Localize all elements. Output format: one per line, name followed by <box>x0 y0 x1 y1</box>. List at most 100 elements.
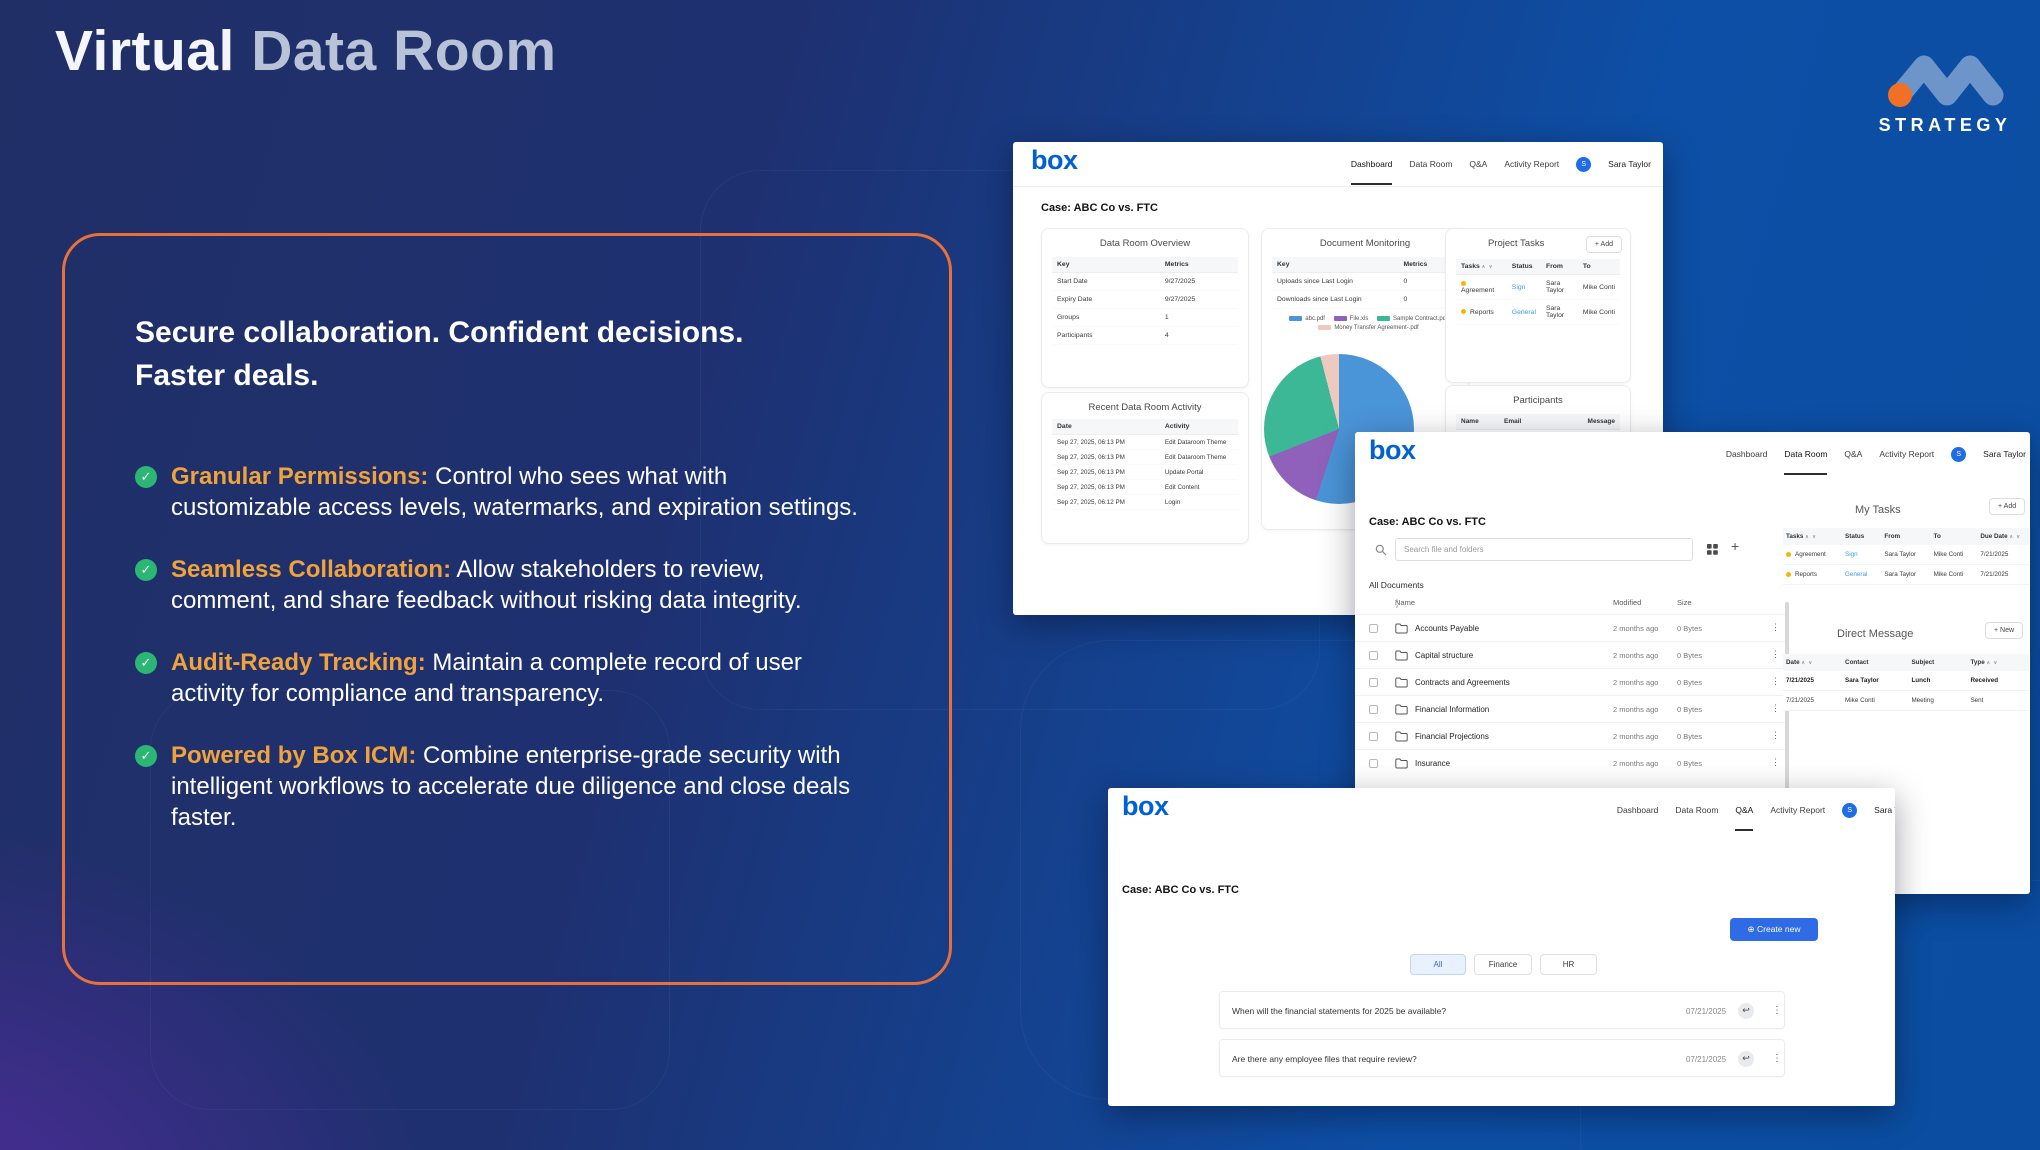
tab-qa[interactable]: Q&A <box>1844 449 1863 459</box>
tab-activity-report[interactable]: Activity Report <box>1879 449 1935 459</box>
file-row[interactable]: Financial Information 2 months ago 0 Byt… <box>1355 695 1789 722</box>
status-link[interactable]: General <box>1511 308 1536 316</box>
kebab-icon[interactable]: ⋮ <box>1771 649 1780 659</box>
status-link[interactable]: General <box>1845 571 1868 578</box>
status-link[interactable]: Sign <box>1511 283 1526 291</box>
col-header: Email <box>1504 418 1522 425</box>
heading-line-2: Faster deals. <box>135 359 319 392</box>
tab-qa[interactable]: Q&A <box>1469 159 1488 169</box>
sort-icon[interactable]: ∧ ∨ <box>1481 264 1494 270</box>
kebab-icon[interactable]: ⋮ <box>1772 1053 1782 1064</box>
app-nav: Dashboard Data Room Q&A Activity Report … <box>1617 788 1895 832</box>
reply-icon[interactable]: ↩ <box>1738 1003 1754 1019</box>
filter-all[interactable]: All <box>1410 954 1466 975</box>
file-name[interactable]: Contracts and Agreements <box>1415 678 1510 687</box>
case-title: Case: ABC Co vs. FTC <box>1041 202 1158 214</box>
kebab-icon[interactable]: ⋮ <box>1771 730 1780 740</box>
col-header: Subject <box>1908 654 1968 671</box>
bullet-item: ✓ Seamless Collaboration: Allow stakehol… <box>135 554 875 616</box>
question-date: 07/21/2025 <box>1686 1055 1727 1064</box>
avatar[interactable]: S <box>1951 446 1967 462</box>
reply-icon[interactable]: ↩ <box>1738 1051 1754 1067</box>
row-checkbox[interactable] <box>1369 624 1378 633</box>
row-checkbox[interactable] <box>1369 732 1378 741</box>
bullet-item: ✓ Granular Permissions: Control who sees… <box>135 461 875 523</box>
row-checkbox[interactable] <box>1369 759 1378 768</box>
recent-activity-panel: Recent Data Room Activity Date Activity … <box>1041 392 1249 544</box>
header-divider <box>1013 186 1663 187</box>
new-message-button[interactable]: + New <box>1985 622 2024 639</box>
sort-icon[interactable]: ∧ ∨ <box>1805 534 1817 540</box>
kebab-icon[interactable]: ⋮ <box>1771 676 1780 686</box>
message-row[interactable]: 7/21/2025 Mike Conti Meeting Sent <box>1783 690 2029 711</box>
question-row[interactable]: When will the financial statements for 2… <box>1219 991 1785 1029</box>
file-row[interactable]: Accounts Payable 2 months ago 0 Bytes ⋮ <box>1355 614 1789 641</box>
file-row[interactable]: Insurance 2 months ago 0 Bytes ⋮ <box>1355 749 1789 776</box>
filter-hr[interactable]: HR <box>1540 954 1597 975</box>
col-header: Key <box>1272 257 1399 273</box>
file-name[interactable]: Accounts Payable <box>1415 624 1480 633</box>
search-icon <box>1375 544 1387 556</box>
my-tasks-table: Tasks ∧ ∨ Status From To Due Date ∧ ∨ Ag… <box>1783 528 2029 585</box>
strategy-logo: STRATEGY <box>1878 50 2012 136</box>
row-checkbox[interactable] <box>1369 651 1378 660</box>
kebab-icon[interactable]: ⋮ <box>1771 757 1780 767</box>
task-row: Agreement Sign Sara Taylor Mike Conti 7/… <box>1783 545 2029 565</box>
panel-title: Participants <box>1513 395 1563 406</box>
avatar[interactable]: S <box>1842 802 1858 818</box>
create-new-button[interactable]: ⊕ Create new <box>1730 918 1818 941</box>
legend-swatch <box>1318 325 1332 330</box>
sort-icon[interactable]: ∧ ∨ <box>1395 598 1400 610</box>
avatar[interactable]: S <box>1576 156 1592 172</box>
tab-dashboard[interactable]: Dashboard <box>1350 143 1393 185</box>
col-header: Date <box>1052 419 1160 435</box>
direct-message-title: Direct Message <box>1837 628 1914 640</box>
sort-icon[interactable]: ∧ ∨ <box>1801 660 1814 666</box>
grid-view-icon[interactable] <box>1707 544 1718 555</box>
tab-dashboard[interactable]: Dashboard <box>1616 805 1659 815</box>
panel-title: Data Room Overview <box>1099 238 1191 249</box>
add-task-button[interactable]: + Add <box>1989 498 2026 515</box>
bullet-label: Audit-Ready Tracking: <box>171 649 426 676</box>
filter-finance[interactable]: Finance <box>1474 954 1532 975</box>
legend-swatch <box>1333 316 1347 321</box>
col-header: Name <box>1461 418 1479 425</box>
tab-qa[interactable]: Q&A <box>1735 789 1754 831</box>
file-name[interactable]: Financial Information <box>1415 705 1490 714</box>
tab-activity-report[interactable]: Activity Report <box>1770 805 1826 815</box>
row-checkbox[interactable] <box>1369 705 1378 714</box>
tab-data-room[interactable]: Data Room <box>1675 805 1719 815</box>
kebab-icon[interactable]: ⋮ <box>1771 622 1780 632</box>
box-logo: box <box>1369 435 1416 465</box>
search-input[interactable] <box>1395 538 1693 561</box>
tab-data-room[interactable]: Data Room <box>1784 433 1828 475</box>
status-link[interactable]: Sign <box>1845 551 1858 558</box>
file-name[interactable]: Financial Projections <box>1415 732 1489 741</box>
file-name[interactable]: Insurance <box>1415 759 1451 768</box>
tab-activity-report[interactable]: Activity Report <box>1504 159 1560 169</box>
kebab-icon[interactable]: ⋮ <box>1772 1005 1782 1016</box>
add-task-button[interactable]: + Add <box>1585 236 1622 253</box>
message-row[interactable]: 7/21/2025 Sara Taylor Lunch Received <box>1783 671 2029 691</box>
sort-icon[interactable]: ∧ ∨ <box>2009 534 2022 540</box>
question-row[interactable]: Are there any employee files that requir… <box>1219 1039 1785 1077</box>
file-row[interactable]: Capital structure 2 months ago 0 Bytes ⋮ <box>1355 641 1789 668</box>
file-row[interactable]: Financial Projections 2 months ago 0 Byt… <box>1355 722 1789 749</box>
col-header: Metrics <box>1159 257 1238 273</box>
bullet-label: Granular Permissions: <box>171 463 429 490</box>
row-checkbox[interactable] <box>1369 678 1378 687</box>
file-name[interactable]: Capital structure <box>1415 651 1474 660</box>
page-title: Virtual Data Room <box>55 18 557 84</box>
monitoring-table: Key Metrics Uploads since Last Login 0 Do… <box>1272 257 1458 309</box>
bullet-label: Seamless Collaboration: <box>171 556 452 583</box>
file-row[interactable]: Contracts and Agreements 2 months ago 0 … <box>1355 668 1789 695</box>
legend-label: File.xls <box>1349 316 1369 322</box>
add-file-icon[interactable]: + <box>1731 538 1740 554</box>
kebab-icon[interactable]: ⋮ <box>1771 703 1780 713</box>
sort-icon[interactable]: ∧ ∨ <box>1986 660 1999 666</box>
activity-row: Sep 27, 2025, 06:13 PM Edit Dataroom Them… <box>1052 434 1238 450</box>
col-header: Type <box>1970 659 1985 666</box>
tab-dashboard[interactable]: Dashboard <box>1725 449 1768 459</box>
tab-data-room[interactable]: Data Room <box>1409 159 1453 169</box>
